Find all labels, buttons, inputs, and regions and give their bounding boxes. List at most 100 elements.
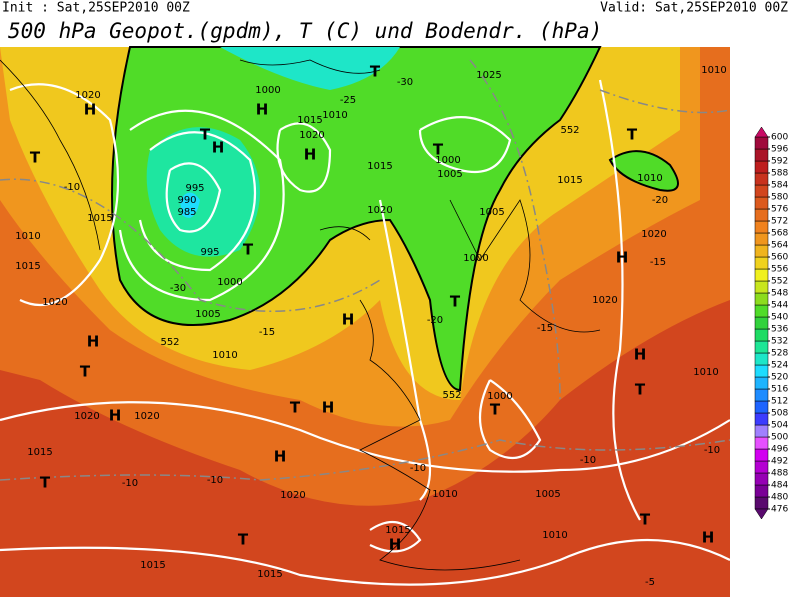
colorbar-cell [754, 304, 769, 318]
colorbar-label: 520 [771, 373, 788, 383]
contour-label: 1015 [367, 161, 392, 172]
colorbar-cell [754, 160, 769, 174]
colorbar-label: 528 [771, 349, 788, 359]
pressure-center: H [256, 101, 269, 119]
colorbar-cell [754, 352, 769, 366]
colorbar-cell [754, 208, 769, 222]
pressure-center: T [200, 126, 211, 144]
colorbar-cell [754, 400, 769, 414]
colorbar-label: 568 [771, 229, 788, 239]
colorbar-top [754, 126, 769, 138]
contour-label: 1020 [299, 130, 324, 141]
contour-label: -10 [64, 182, 80, 193]
coastlines [0, 59, 601, 571]
contour-label: 1005 [195, 309, 220, 320]
colorbar-label: 488 [771, 469, 788, 479]
pressure-center: H [87, 333, 100, 351]
colorbar-cell [754, 148, 769, 162]
colorbar-label: 544 [771, 301, 788, 311]
contour-label: 995 [200, 247, 219, 258]
contour-label: -10 [580, 455, 596, 466]
pressure-center: T [30, 149, 41, 167]
contour-label: 1000 [487, 391, 512, 402]
pressure-center: H [212, 139, 225, 157]
pressure-center: T [40, 474, 51, 492]
colorbar-cell [754, 484, 769, 498]
contour-label: 1020 [74, 411, 99, 422]
colorbar-label: 484 [771, 481, 788, 491]
contour-label: 1010 [212, 350, 237, 361]
contour-label: 1020 [367, 205, 392, 216]
contour-label: 1005 [535, 489, 560, 500]
contour-label: 1015 [27, 447, 52, 458]
contour-label: 552 [560, 125, 579, 136]
contour-label: 1020 [592, 295, 617, 306]
contour-label: -30 [170, 283, 186, 294]
init-time: Init : Sat,25SEP2010 00Z [2, 1, 190, 16]
trough-552 [111, 46, 602, 392]
colorbar-cell [754, 316, 769, 330]
contour-label: 1020 [280, 490, 305, 501]
contour-label: 1020 [75, 90, 100, 101]
contour-label: 1010 [432, 489, 457, 500]
contour-label: -10 [410, 463, 426, 474]
pressure-center: H [322, 399, 335, 417]
contour-label: -15 [537, 323, 553, 334]
colorbar-cell [754, 436, 769, 450]
pressure-center: T [640, 511, 651, 529]
colorbar-cell [754, 244, 769, 258]
colorbar-label: 588 [771, 169, 788, 179]
contour-label: -20 [652, 195, 668, 206]
colorbar-label: 476 [771, 505, 788, 515]
colorbar-label: 572 [771, 217, 788, 227]
colorbar-cell [754, 388, 769, 402]
contour-label: 985 [177, 207, 196, 218]
colorbar-label: 540 [771, 313, 788, 323]
contour-label: -10 [122, 478, 138, 489]
contour-label: 1015 [140, 560, 165, 571]
isobars [0, 79, 731, 586]
colorbar-cell [754, 268, 769, 282]
colorbar-label: 500 [771, 433, 788, 443]
colorbar-label: 592 [771, 157, 788, 167]
colorbar-label: 516 [771, 385, 788, 395]
colorbar-label: 524 [771, 361, 788, 371]
colorbar-label: 512 [771, 397, 788, 407]
colorbar-cell [754, 496, 769, 510]
isotherms [0, 59, 731, 481]
cold-core [220, 47, 400, 90]
contour-label: 1015 [297, 115, 322, 126]
contour-label: 1020 [42, 297, 67, 308]
colorbar-label: 564 [771, 241, 788, 251]
contour-label: 1010 [322, 110, 347, 121]
contour-label: -10 [704, 445, 720, 456]
cutoff-552 [608, 150, 679, 192]
contour-label: 1010 [15, 231, 40, 242]
colorbar-cell [754, 172, 769, 186]
colorbar-label: 536 [771, 325, 788, 335]
colorbar-label: 584 [771, 181, 788, 191]
contour-label: -15 [259, 327, 275, 338]
contour-label: -5 [645, 577, 655, 588]
pressure-center: T [243, 241, 254, 259]
colorbar-label: 548 [771, 289, 788, 299]
colorbar-label: 508 [771, 409, 788, 419]
colorbar-label: 496 [771, 445, 788, 455]
colorbar-cell [754, 472, 769, 486]
pressure-center: T [290, 399, 301, 417]
contour-label: 1000 [463, 253, 488, 264]
map-title: 500 hPa Geopot.(gpdm), T (C) und Bodendr… [8, 19, 602, 43]
pressure-center: T [490, 401, 501, 419]
colorbar-label: 552 [771, 277, 788, 287]
contour-label: 552 [160, 337, 179, 348]
colorbar-cell [754, 328, 769, 342]
contour-label: 1000 [435, 155, 460, 166]
colorbar-label: 556 [771, 265, 788, 275]
pressure-center: H [389, 536, 402, 554]
colorbar-cell [754, 460, 769, 474]
contour-label: -30 [397, 77, 413, 88]
colorbar-cell [754, 220, 769, 234]
contour-label: 1020 [134, 411, 159, 422]
